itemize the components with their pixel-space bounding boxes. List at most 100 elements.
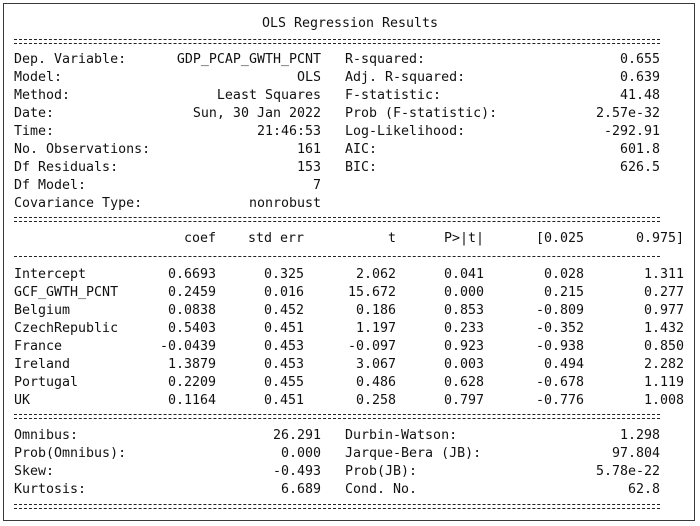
coef-header-ci-high: 0.975] (635, 231, 684, 246)
summary-right-label: Log-Likelihood: (345, 124, 466, 139)
diag-left-value: 0.000 (280, 446, 321, 461)
coef-std-err: 0.325 (263, 267, 304, 282)
coef-p: 0.041 (443, 267, 484, 282)
diag-right-label: Prob(JB): (345, 464, 418, 479)
diag-left-value: 26.291 (272, 428, 321, 443)
coef-variable: Portugal (14, 375, 79, 390)
coef-t: 1.197 (355, 321, 396, 336)
summary-left-label: Date: (14, 106, 55, 121)
summary-right-label: F-statistic: (345, 88, 442, 103)
rule-diag-top (14, 414, 660, 419)
coef-value: 0.2459 (167, 285, 216, 300)
summary-left-value: GDP_PCAP_GWTH_PCNT (176, 52, 321, 67)
diag-right-label: Cond. No. (345, 482, 418, 497)
rule-coef-header (14, 256, 660, 257)
diag-left-label: Skew: (14, 464, 55, 479)
summary-left-label: Time: (14, 124, 55, 139)
summary-right-value: 626.5 (619, 160, 660, 175)
coef-t: 0.186 (355, 303, 396, 318)
coef-ci-low: -0.809 (535, 303, 584, 318)
summary-right-value: 601.8 (619, 142, 660, 157)
diag-right-label: Jarque-Bera (JB): (345, 446, 482, 461)
summary-left-label: Covariance Type: (14, 196, 143, 211)
summary-left-label: Dep. Variable: (14, 52, 127, 67)
coef-std-err: 0.453 (263, 339, 304, 354)
coef-value: 1.3879 (167, 357, 216, 372)
summary-left-value: 7 (312, 178, 321, 193)
coef-variable: Intercept (14, 267, 87, 282)
results-title: OLS Regression Results (261, 16, 439, 31)
summary-right-value: -292.91 (603, 124, 660, 139)
summary-left-value: 21:46:53 (256, 124, 321, 139)
summary-left-value: nonrobust (248, 196, 321, 211)
summary-left-value: Sun, 30 Jan 2022 (192, 106, 321, 121)
coef-t: 0.486 (355, 375, 396, 390)
coef-p: 0.628 (443, 375, 484, 390)
coef-ci-low: 0.028 (543, 267, 584, 282)
diag-left-label: Omnibus: (14, 428, 79, 443)
coef-header-ci-low: [0.025 (535, 231, 584, 246)
coef-header-p: P>|t| (443, 231, 484, 246)
coef-p: 0.233 (443, 321, 484, 336)
diag-right-label: Durbin-Watson: (345, 428, 458, 443)
coef-header-coef: coef (183, 231, 216, 246)
diag-right-value: 1.298 (619, 428, 660, 443)
coef-t: 15.672 (347, 285, 396, 300)
coef-variable: France (14, 339, 63, 354)
summary-right-value: 41.48 (619, 88, 660, 103)
coef-value: 0.0838 (167, 303, 216, 318)
coef-p: 0.853 (443, 303, 484, 318)
coef-variable: CzechRepublic (14, 321, 119, 336)
coef-std-err: 0.452 (263, 303, 304, 318)
summary-left-label: Df Residuals: (14, 160, 119, 175)
coef-t: 2.062 (355, 267, 396, 282)
summary-right-label: R-squared: (345, 52, 426, 67)
coef-ci-high: 0.977 (643, 303, 684, 318)
coef-std-err: 0.455 (263, 375, 304, 390)
coef-p: 0.923 (443, 339, 484, 354)
coef-ci-low: -0.938 (535, 339, 584, 354)
coef-value: 0.6693 (167, 267, 216, 282)
summary-right-value: 2.57e-32 (595, 106, 660, 121)
diag-right-value: 62.8 (627, 482, 660, 497)
coef-ci-high: 0.850 (643, 339, 684, 354)
summary-right-label: Adj. R-squared: (345, 70, 466, 85)
coef-variable: UK (14, 393, 31, 408)
diag-left-label: Kurtosis: (14, 482, 87, 497)
summary-left-value: OLS (296, 70, 321, 85)
summary-left-value: 161 (296, 142, 321, 157)
diag-left-label: Prob(Omnibus): (14, 446, 127, 461)
coef-value: 0.1164 (167, 393, 216, 408)
coef-p: 0.797 (443, 393, 484, 408)
diag-left-value: 6.689 (280, 482, 321, 497)
summary-right-label: BIC: (345, 160, 378, 175)
results-frame (3, 3, 695, 521)
coef-variable: GCF_GWTH_PCNT (14, 285, 119, 300)
coef-value: 0.2209 (167, 375, 216, 390)
coef-ci-high: 1.311 (643, 267, 684, 282)
coef-std-err: 0.451 (263, 321, 304, 336)
coef-ci-high: 1.008 (643, 393, 684, 408)
coef-ci-low: 0.215 (543, 285, 584, 300)
coef-header-std-err: std err (247, 231, 304, 246)
diag-right-value: 5.78e-22 (595, 464, 660, 479)
coef-ci-low: -0.678 (535, 375, 584, 390)
coef-variable: Belgium (14, 303, 71, 318)
coef-variable: Ireland (14, 357, 71, 372)
coef-t: 0.258 (355, 393, 396, 408)
coef-header-t: t (387, 231, 396, 246)
summary-right-label: AIC: (345, 142, 378, 157)
coef-t: -0.097 (347, 339, 396, 354)
diag-right-value: 97.804 (611, 446, 660, 461)
coef-ci-low: -0.352 (535, 321, 584, 336)
summary-right-value: 0.639 (619, 70, 660, 85)
coef-ci-high: 2.282 (643, 357, 684, 372)
summary-left-value: Least Squares (216, 88, 321, 103)
coef-t: 3.067 (355, 357, 396, 372)
coef-ci-high: 0.277 (643, 285, 684, 300)
coef-p: 0.000 (443, 285, 484, 300)
summary-left-label: No. Observations: (14, 142, 151, 157)
coef-std-err: 0.451 (263, 393, 304, 408)
summary-right-label: Prob (F-statistic): (345, 106, 498, 121)
